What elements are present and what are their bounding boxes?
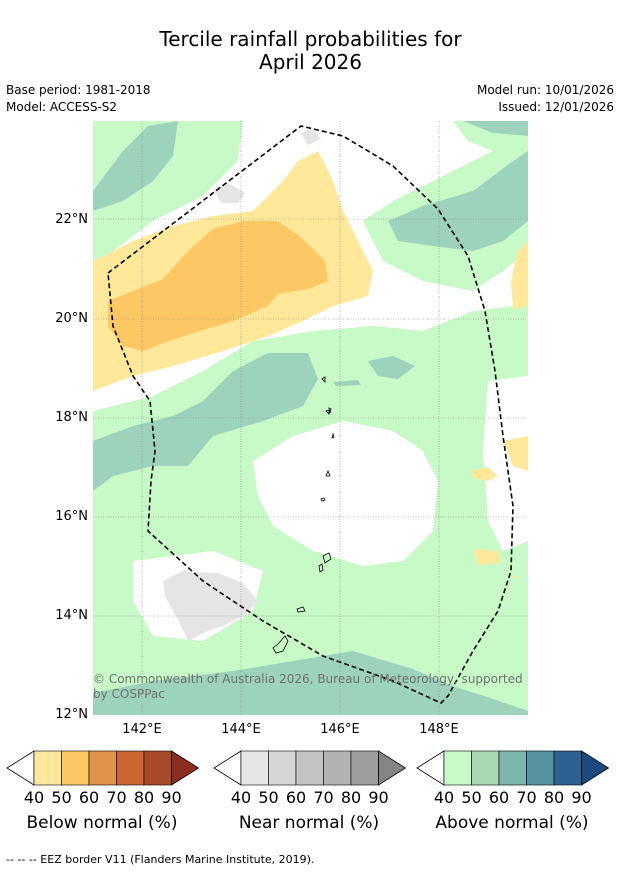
below-normal-40-region (503, 436, 528, 471)
colorbar-tick-label: 90 (161, 788, 182, 807)
eez-border (107, 125, 514, 704)
colorbar-tick-label: 60 (488, 788, 510, 807)
above-normal-50-region (93, 353, 318, 491)
above-normal-50-region (368, 356, 415, 379)
base-period: Base period: 1981-2018 (6, 83, 151, 97)
colorbar-segment (88, 750, 117, 786)
colorbar-tick-label: 70 (313, 788, 334, 807)
colorbar-segment (526, 750, 555, 786)
colorbar-tick-label: 80 (133, 788, 155, 807)
colorbar-low-extend (416, 750, 445, 786)
graticule (93, 121, 528, 715)
near-normal-40-region (163, 571, 258, 641)
lon-label: 142°E (122, 722, 162, 737)
colorbar-tick-label: 40 (23, 788, 45, 807)
above-normal-50-region (463, 121, 528, 136)
colorbar-high-extend (378, 750, 407, 786)
colorbar-low-extend (6, 750, 35, 786)
colorbar-tick-label: 80 (543, 788, 565, 807)
lon-label: 148°E (419, 722, 459, 737)
colorbar-segment (471, 750, 500, 786)
colorbar-segment (240, 750, 269, 786)
colorbar-title-below: Below normal (%) (26, 813, 178, 833)
lat-label: 22°N (55, 212, 88, 227)
colorbar-tick-label: 70 (106, 788, 127, 807)
lat-label: 14°N (55, 608, 88, 623)
lon-label: 146°E (320, 722, 360, 737)
map-title-line2: April 2026 (259, 50, 362, 74)
colorbar-segment (323, 750, 352, 786)
colorbar-segment (61, 750, 90, 786)
map-title-line1: Tercile rainfall probabilities for (159, 27, 462, 51)
above-normal-50-region (93, 651, 528, 715)
colorbar-tick-label: 50 (461, 788, 482, 807)
colorbar-segment (553, 750, 582, 786)
issued-date: Issued: 12/01/2026 (498, 100, 614, 114)
above-normal-50-region (388, 151, 528, 251)
lat-label: 18°N (55, 410, 88, 425)
colorbar-segment (295, 750, 324, 786)
no-signal-region (483, 376, 528, 551)
colorbar-tick-label: 40 (230, 788, 252, 807)
colorbar-high-extend (171, 750, 200, 786)
colorbar-segment (443, 750, 472, 786)
colorbar-tick-label: 50 (51, 788, 72, 807)
colorbar-low-extend (213, 750, 242, 786)
colorbar-tick-label: 90 (368, 788, 389, 807)
near-normal-40-region (301, 129, 321, 145)
colorbar-segment (33, 750, 62, 786)
forecast-map (93, 121, 528, 715)
colorbar-segment (268, 750, 297, 786)
no-signal-region (253, 421, 438, 566)
colorbars (6, 750, 610, 786)
colorbar-tick-label: 60 (285, 788, 307, 807)
colorbar-near-normal (213, 750, 407, 786)
colorbar-high-extend (581, 750, 610, 786)
model-run: Model run: 10/01/2026 (476, 83, 614, 97)
colorbar-title-near: Near normal (%) (238, 813, 380, 833)
colorbar-tick-label: 40 (433, 788, 455, 807)
lat-label: 16°N (55, 509, 88, 524)
colorbar-tick-label: 90 (571, 788, 592, 807)
colorbar-segment (116, 750, 145, 786)
below-normal-40-region (513, 576, 518, 581)
colorbar-tick-label: 80 (340, 788, 362, 807)
copyright-notice: © Commonwealth of Australia 2026, Bureau… (93, 672, 523, 701)
islands (272, 376, 335, 654)
colorbar-segment (143, 750, 172, 786)
colorbar-tick-label: 60 (78, 788, 100, 807)
below-normal-40-region (473, 549, 501, 565)
near-normal-40-region (213, 183, 245, 203)
colorbar-below-normal (6, 750, 200, 786)
colorbar-title-above: Above normal (%) (435, 813, 589, 833)
below-normal-50-region (108, 221, 328, 351)
below-normal-40-region (511, 241, 528, 309)
eez-footnote: -- -- -- EEZ border V11 (Flanders Marine… (6, 853, 315, 866)
above-normal-50-region (93, 121, 178, 211)
model-name: Model: ACCESS-S2 (6, 100, 118, 114)
colorbar-above-normal (416, 750, 610, 786)
lat-label: 12°N (55, 707, 88, 722)
colorbar-segment (498, 750, 527, 786)
below-normal-40-region (471, 467, 498, 481)
colorbar-segment (350, 750, 379, 786)
colorbar-tick-label: 70 (516, 788, 537, 807)
lat-label: 20°N (55, 311, 88, 326)
colorbar-tick-label: 50 (258, 788, 279, 807)
lon-label: 144°E (221, 722, 261, 737)
